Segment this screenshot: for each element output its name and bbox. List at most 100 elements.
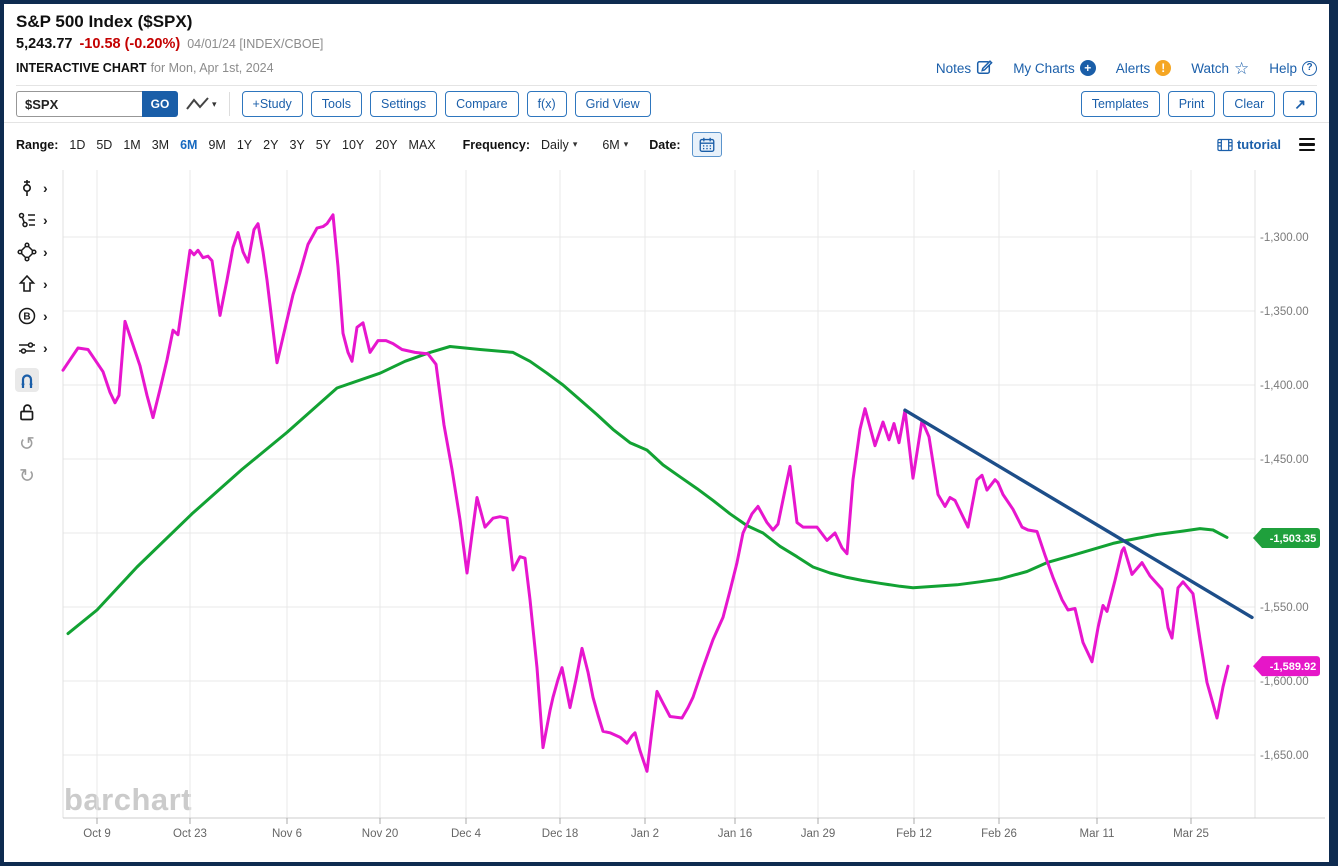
f-x-button[interactable]: f(x) — [526, 91, 567, 117]
unlock-icon — [15, 400, 39, 424]
trendline-line — [903, 408, 1254, 620]
alerts-link[interactable]: Alerts ! — [1116, 60, 1172, 76]
expand-button[interactable]: ↗ — [1283, 91, 1317, 117]
annotation-tool[interactable]: › — [14, 176, 49, 200]
help-link[interactable]: Help ? — [1269, 60, 1317, 76]
arrow-up-icon — [15, 272, 39, 296]
notes-link[interactable]: Notes — [936, 58, 993, 78]
y-axis-label: -1,400.00 — [1260, 380, 1309, 392]
undo-button[interactable]: ↺ — [14, 432, 49, 456]
templates-button[interactable]: Templates — [1080, 91, 1160, 117]
moving-average-line — [66, 345, 1229, 636]
tutorial-link[interactable]: tutorial — [1217, 137, 1281, 152]
toolbar-left: GO ▾ +Study Tools Settings Compare f(x) Grid … — [16, 91, 651, 117]
trendline-icon — [15, 208, 39, 232]
y-axis-label: -1,550.00 — [1260, 602, 1309, 614]
watch-link[interactable]: Watch ☆ — [1191, 60, 1249, 77]
notes-label: Notes — [935, 60, 972, 76]
symbol-group: GO — [16, 91, 178, 117]
notes-icon — [976, 58, 993, 78]
submenu-chevron: › — [43, 276, 48, 292]
date-picker-button[interactable] — [691, 132, 722, 157]
chevron-down-icon: ▾ — [623, 139, 629, 149]
price-chart[interactable]: barchart Oct 9 Oct 23 Nov 6 Nov 20 Dec 4 Dec 1… — [4, 164, 1329, 862]
unlock-tool[interactable] — [14, 400, 49, 424]
compare-button[interactable]: Compare — [445, 91, 519, 117]
tools-button[interactable]: Tools — [310, 91, 362, 117]
interactive-chart-label-group: INTERACTIVE CHART for Mon, Apr 1st, 2024 — [16, 59, 274, 77]
study-button[interactable]: +Study — [241, 91, 303, 117]
settings-button[interactable]: Settings — [369, 91, 438, 117]
clear-button[interactable]: Clear — [1223, 91, 1276, 117]
range-option-3m[interactable]: 3M — [151, 137, 170, 152]
range-option-6m[interactable]: 6M — [180, 137, 198, 152]
my-charts-link[interactable]: My Charts + — [1013, 60, 1096, 76]
alert-icon: ! — [1155, 60, 1172, 76]
magnet-tool[interactable] — [14, 368, 49, 392]
submenu-chevron: › — [43, 340, 48, 356]
indicator-slider-tool[interactable]: › — [14, 336, 49, 360]
y-axis-label: -1,600.00 — [1260, 676, 1309, 688]
submenu-chevron: › — [43, 180, 48, 196]
symbol-input[interactable] — [16, 91, 142, 117]
alerts-label: Alerts — [1115, 60, 1151, 76]
divider — [228, 92, 230, 116]
toolbar-left-buttons: +Study Tools Settings Compare f(x) Grid View — [241, 91, 651, 117]
print-button[interactable]: Print — [1167, 91, 1216, 117]
watch-label: Watch — [1191, 60, 1229, 76]
range-option-max[interactable]: MAX — [408, 137, 436, 152]
help-icon: ? — [1302, 60, 1317, 76]
range-options: 1D 5D 1M 3M 6M 9M 1Y 2Y 3Y 5Y 10Y 20Y MAX — [69, 138, 435, 152]
arrow-tool[interactable]: › — [14, 272, 49, 296]
submenu-chevron: › — [43, 308, 48, 324]
line-chart-icon — [186, 97, 209, 110]
frequency-dropdown[interactable]: Daily ▾ — [541, 138, 577, 152]
grid-view-button[interactable]: Grid View — [574, 91, 651, 117]
price-line — [61, 213, 1230, 773]
redo-button[interactable]: ↻ — [14, 464, 49, 488]
film-icon — [1217, 138, 1233, 151]
price-badge-last-price — [1253, 656, 1320, 677]
quote-date-source: 04/01/24 [INDEX/CBOE] — [187, 37, 324, 51]
price-badge-label: -1,503.35 — [1270, 533, 1316, 545]
shape-tool[interactable]: › — [14, 240, 49, 264]
range-option-3y[interactable]: 3Y — [289, 137, 305, 152]
period-dropdown[interactable]: 6M ▾ — [602, 138, 628, 152]
svg-text:B: B — [23, 312, 30, 323]
calendar-icon — [699, 137, 714, 152]
annotation-icon — [15, 176, 39, 200]
drawing-toolbar: › › › › B › — [14, 176, 49, 488]
x-axis-label: Nov 6 — [272, 828, 302, 840]
x-axis-label: Mar 11 — [1080, 828, 1115, 840]
x-axis-label: Dec 18 — [542, 828, 578, 840]
x-axis-label: Jan 2 — [631, 828, 659, 840]
menu-icon[interactable] — [1297, 136, 1317, 154]
toolbar-right: Templates Print Clear ↗ — [1080, 91, 1317, 117]
circled-b-icon: B — [15, 304, 39, 328]
range-option-20y[interactable]: 20Y — [375, 137, 398, 152]
frequency-value: Daily — [541, 137, 569, 152]
range-option-2y[interactable]: 2Y — [263, 137, 279, 152]
go-button[interactable]: GO — [142, 91, 178, 117]
range-option-10y[interactable]: 10Y — [342, 137, 365, 152]
range-bar-right: tutorial — [1217, 136, 1317, 154]
range-option-1m[interactable]: 1M — [123, 137, 141, 152]
range-option-1d[interactable]: 1D — [69, 137, 86, 152]
x-axis-label: Jan 16 — [718, 828, 753, 840]
range-option-1y[interactable]: 1Y — [236, 137, 253, 152]
range-option-9m[interactable]: 9M — [208, 137, 226, 152]
trendline-tool[interactable]: › — [14, 208, 49, 232]
x-axis-label: Feb 26 — [981, 828, 1017, 840]
undo-icon: ↺ — [19, 433, 35, 455]
star-icon: ☆ — [1233, 58, 1250, 78]
y-axis-label: -1,650.00 — [1260, 750, 1309, 762]
range-option-5d[interactable]: 5D — [96, 137, 113, 152]
range-option-5y[interactable]: 5Y — [315, 137, 332, 152]
redo-icon: ↻ — [19, 465, 35, 487]
text-b-tool[interactable]: B › — [14, 304, 49, 328]
x-axis-label: Oct 23 — [173, 828, 207, 840]
chart-type-selector[interactable]: ▾ — [186, 96, 217, 112]
price-change: -10.58 (-0.20%) — [79, 36, 181, 52]
x-axis-label: Feb 12 — [896, 828, 932, 840]
